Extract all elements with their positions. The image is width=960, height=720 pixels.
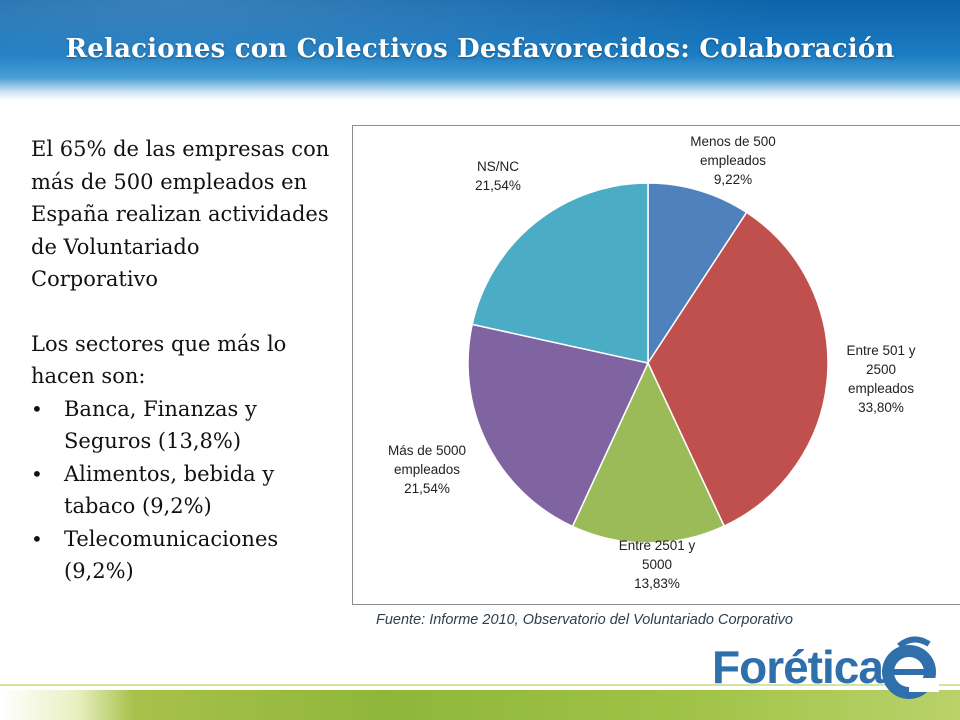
bullet-icon: • (31, 461, 43, 486)
list-item: • Banca, Finanzas y Seguros (13,8%) (31, 393, 331, 458)
slice-label: Entre 501 y 2500 empleados 33,80% (846, 343, 915, 415)
footer-band (0, 690, 960, 720)
slice-label-line: 13,83% (634, 576, 680, 591)
sector-list: • Banca, Finanzas y Seguros (13,8%) • Al… (31, 393, 331, 588)
slice-label-line: empleados (848, 381, 914, 396)
paragraph-gap (31, 296, 331, 328)
slice-label-line: empleados (394, 462, 460, 477)
intro-paragraph: El 65% de las empresas con más de 500 em… (31, 137, 330, 291)
logo-wordmark: Forética (712, 641, 884, 693)
slice-label-line: Más de 5000 (388, 443, 466, 458)
slice-label-line: empleados (700, 153, 766, 168)
slice-label-line: 9,22% (714, 172, 752, 187)
slice-label-line: Entre 2501 y (619, 538, 696, 553)
pie-slice (647, 182, 748, 366)
slide-title: Relaciones con Colectivos Desfavorecidos… (65, 34, 895, 64)
sectors-paragraph: Los sectores que más lo hacen son: (31, 331, 287, 389)
slice-label-line: 2500 (866, 362, 896, 377)
list-item-text: Alimentos, bebida y tabaco (9,2%) (64, 461, 275, 519)
title-banner (0, 0, 960, 100)
pie-slice (467, 323, 650, 528)
pie-slice (571, 361, 726, 544)
slice-label-line: 33,80% (858, 400, 904, 415)
pie-chart: Menos de 500 empleados 9,22% Entre 501 y 250… (388, 134, 916, 591)
slice-label-line: 21,54% (404, 481, 450, 496)
foretica-logo: Forética (712, 636, 960, 706)
bullet-icon: • (31, 526, 43, 551)
slice-label-line: 5000 (642, 557, 672, 572)
list-item: • Alimentos, bebida y tabaco (9,2%) (31, 458, 331, 523)
title-banner-glow (0, 0, 960, 100)
pie-slice (471, 182, 649, 364)
slice-label: NS/NC 21,54% (475, 159, 521, 193)
pie-chart-frame: Menos de 500 empleados 9,22% Entre 501 y 250… (352, 125, 960, 605)
slice-label: Menos de 500 empleados 9,22% (690, 134, 776, 187)
foretica-e-logo-icon (882, 636, 939, 699)
slice-label: Entre 2501 y 5000 13,83% (619, 538, 696, 591)
slice-label-line: Entre 501 y (846, 343, 915, 358)
source-caption: Fuente: Informe 2010, Observatorio del V… (376, 612, 793, 628)
slice-label: Más de 5000 empleados 21,54% (388, 443, 466, 496)
list-item-text: Telecomunicaciones (9,2%) (64, 526, 279, 584)
slice-label-line: 21,54% (475, 178, 521, 193)
pie-slice (647, 211, 829, 528)
slice-label-line: NS/NC (477, 159, 519, 174)
list-item-text: Banca, Finanzas y Seguros (13,8%) (64, 396, 257, 454)
footer-line (0, 684, 960, 686)
bullet-icon: • (31, 396, 43, 421)
list-item: • Telecomunicaciones (9,2%) (31, 523, 331, 588)
slide-body: El 65% de las empresas con más de 500 em… (31, 133, 331, 588)
slice-label-line: Menos de 500 (690, 134, 776, 149)
